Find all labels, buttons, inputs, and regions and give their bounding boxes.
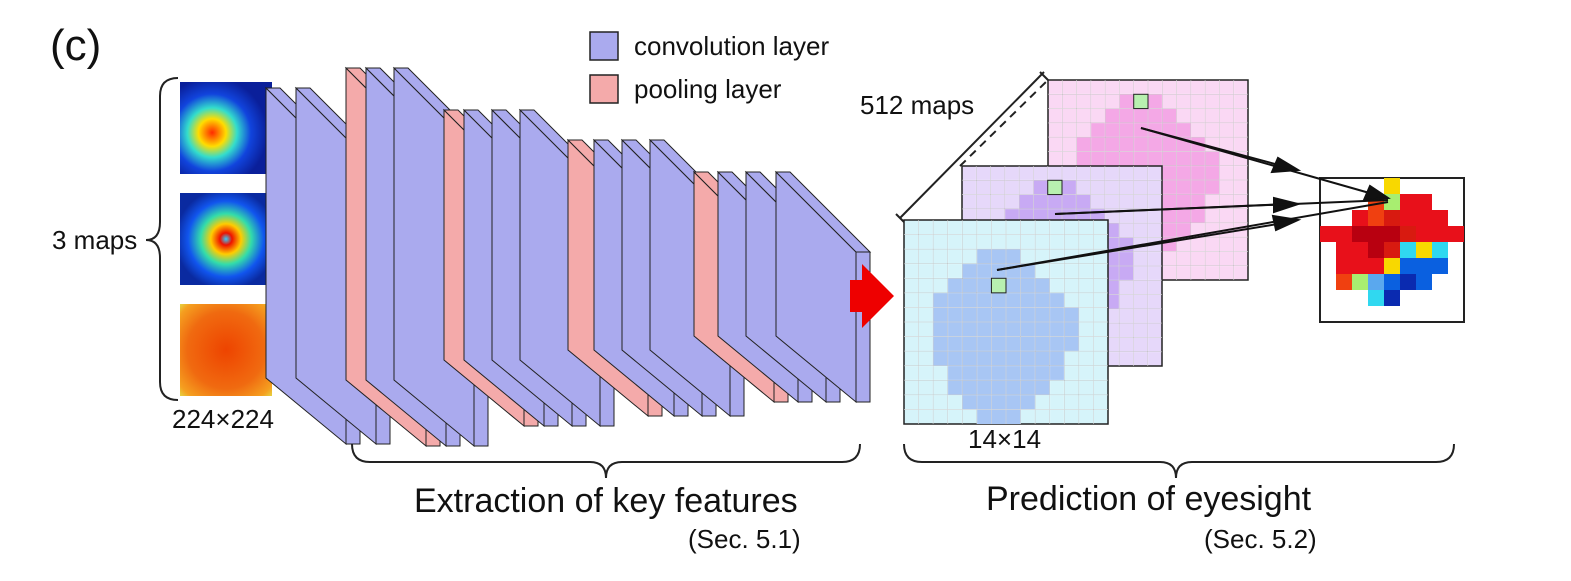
output-cell (1432, 242, 1448, 258)
input-map-1 (180, 82, 272, 174)
output-cell (1368, 258, 1384, 274)
output-cell (1368, 242, 1384, 258)
maps-depth-tick (895, 213, 905, 223)
arrow-head-icon (1362, 184, 1391, 202)
maps-depth-line (899, 71, 1045, 219)
output-cell (1400, 274, 1416, 290)
output-cell (1416, 258, 1432, 274)
output-cell (1352, 210, 1368, 226)
output-cell (1400, 242, 1416, 258)
legend: convolution layer pooling layer (589, 31, 829, 104)
cnn-layer-stack (264, 66, 872, 448)
input-map-2 (180, 193, 272, 285)
arrow-head-icon (1270, 156, 1302, 174)
section-title-extraction: Extraction of key features (414, 482, 798, 520)
maps-depth-dashed (959, 79, 1049, 167)
maps-depth-tick (1039, 71, 1049, 81)
prediction-size-label: 14×14 (968, 424, 1041, 454)
panel-label: (c) (50, 21, 101, 70)
output-cell (1368, 290, 1384, 306)
output-cell (1384, 226, 1400, 242)
output-cell (1336, 242, 1352, 258)
output-cell (1352, 226, 1368, 242)
highlighted-cell (1047, 179, 1063, 196)
output-cell (1336, 274, 1352, 290)
output-cell (1416, 210, 1432, 226)
output-cell (1416, 274, 1432, 290)
legend-label-pooling: pooling layer (634, 74, 782, 104)
output-cell (1368, 226, 1384, 242)
input-size-label: 224×224 (172, 404, 274, 434)
output-cell (1416, 242, 1432, 258)
connection-arrows (996, 127, 1391, 271)
section-ref-prediction: (Sec. 5.2) (1204, 524, 1317, 554)
output-cell (1336, 226, 1352, 242)
output-cell (1320, 226, 1336, 242)
highlighted-cell (990, 277, 1007, 294)
legend-swatch-pooling (589, 74, 619, 104)
output-cell (1384, 258, 1400, 274)
output-cell (1384, 178, 1400, 194)
output-visual-field-map (1319, 177, 1465, 323)
prediction-maps-label: 512 maps (860, 90, 974, 120)
section-brace-extraction (351, 443, 861, 479)
output-cell (1432, 226, 1448, 242)
output-cell (1448, 226, 1464, 242)
output-cell (1352, 274, 1368, 290)
legend-swatch-convolution (589, 31, 619, 61)
prediction-maps (903, 79, 1249, 425)
output-cell (1384, 210, 1400, 226)
output-cell (1384, 242, 1400, 258)
section-ref-extraction: (Sec. 5.1) (688, 524, 801, 554)
output-cell (1400, 194, 1416, 210)
output-cell (1400, 258, 1416, 274)
input-maps: 3 maps 224×224 (52, 77, 274, 434)
highlighted-cell (1133, 93, 1149, 110)
feature-map (903, 219, 1109, 425)
output-cell (1384, 274, 1400, 290)
section-title-prediction: Prediction of eyesight (986, 480, 1312, 518)
output-cell (1368, 274, 1384, 290)
output-cell (1400, 210, 1416, 226)
output-cell (1352, 242, 1368, 258)
output-cell (1416, 226, 1432, 242)
input-maps-label: 3 maps (52, 225, 137, 255)
output-cell (1368, 210, 1384, 226)
output-cell (1352, 258, 1368, 274)
arrow-right-icon (850, 264, 894, 328)
output-cell (1432, 258, 1448, 274)
output-cell (1336, 258, 1352, 274)
legend-label-convolution: convolution layer (634, 31, 829, 61)
input-maps-brace (145, 77, 179, 401)
output-cell (1432, 210, 1448, 226)
output-cell (1416, 194, 1432, 210)
output-cell (1384, 290, 1400, 306)
input-map-3 (180, 304, 272, 396)
output-cell (1400, 226, 1416, 242)
section-brace-prediction (903, 443, 1455, 479)
